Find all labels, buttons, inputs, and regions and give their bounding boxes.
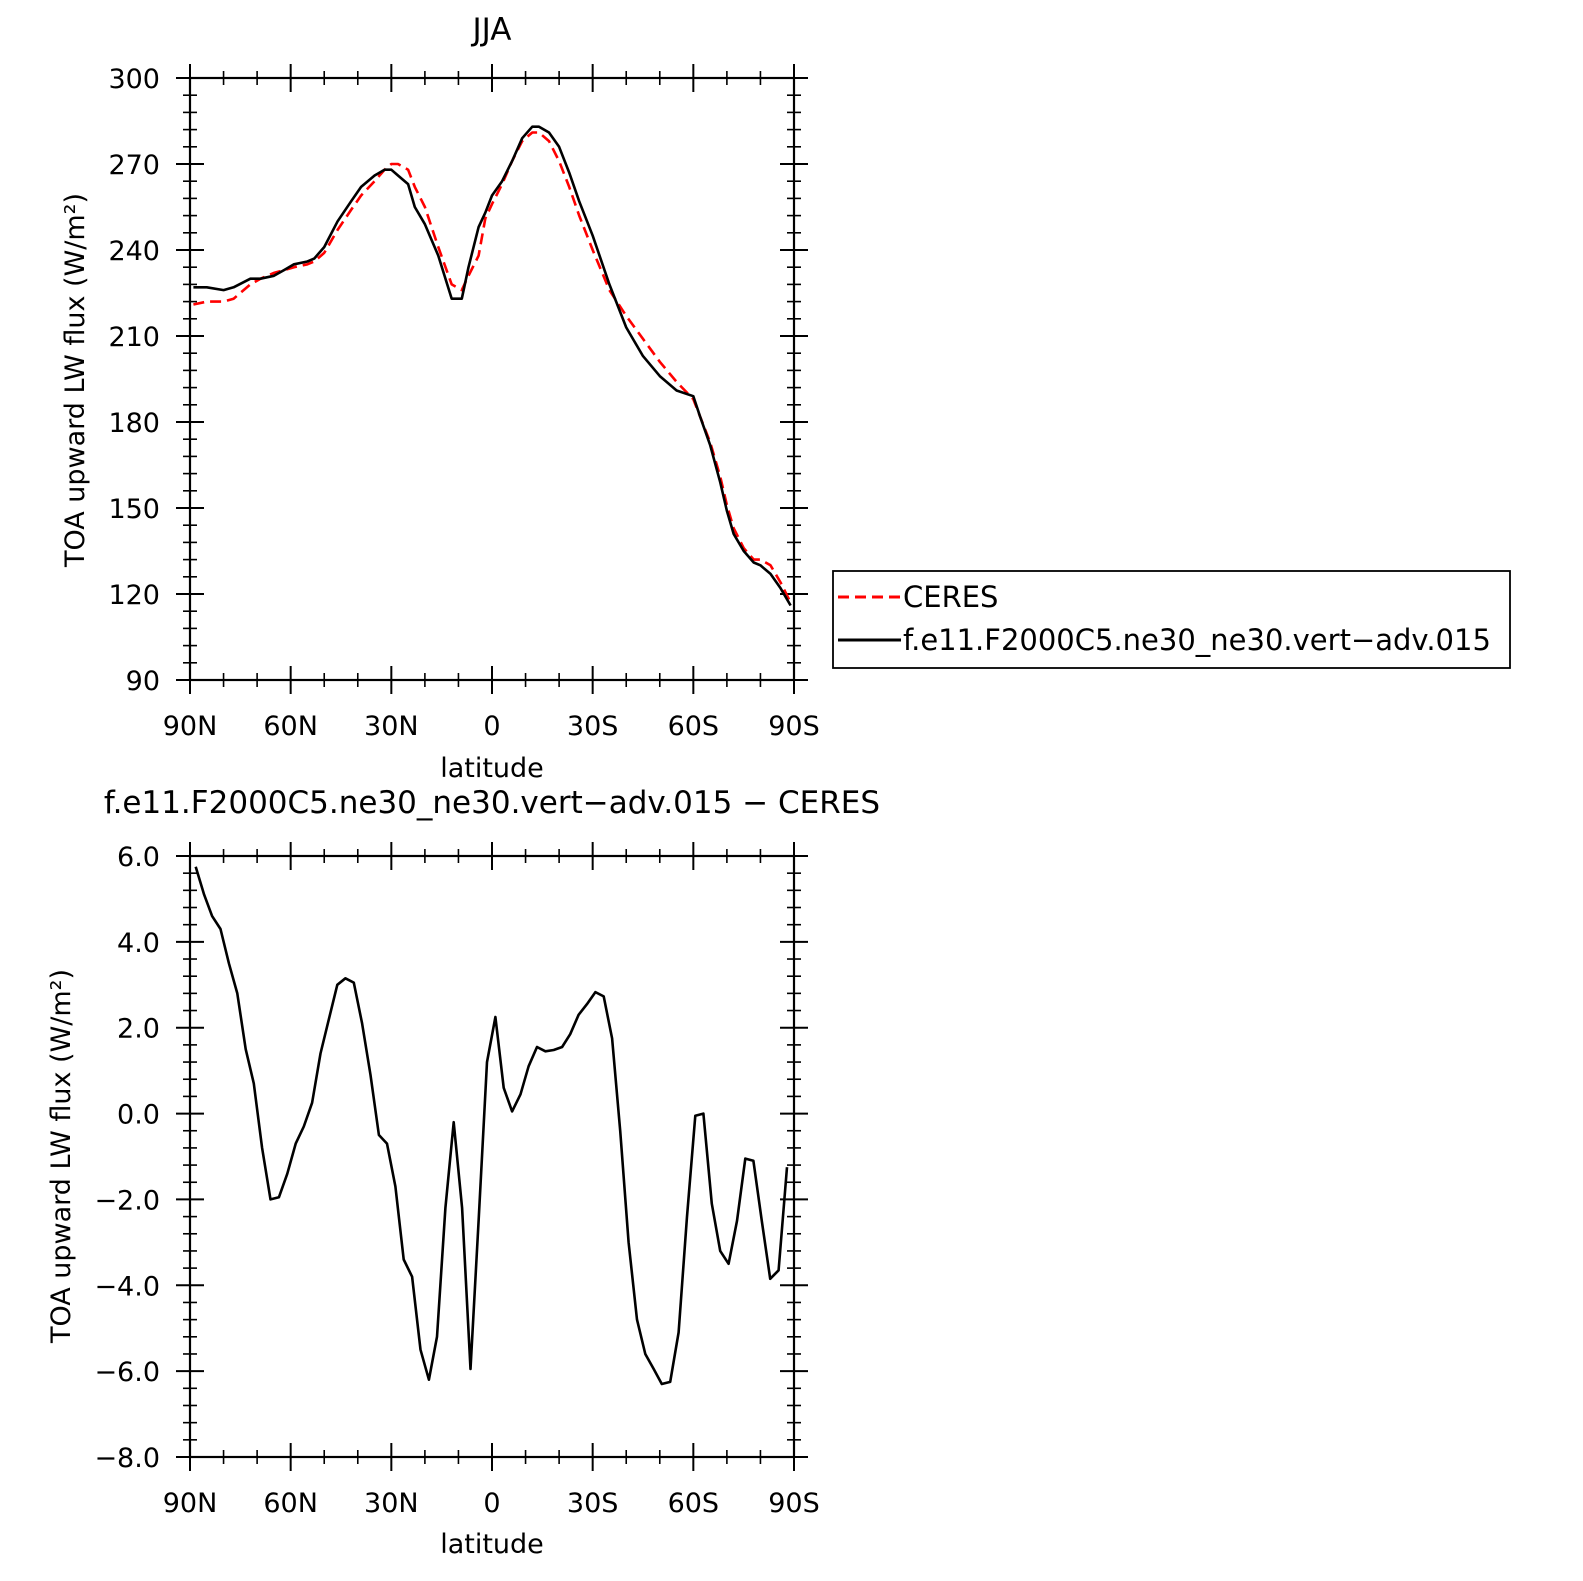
top-series-line-1 <box>193 125 792 607</box>
bottom-x-tick-label: 0 <box>483 1488 500 1519</box>
top-y-tick-label: 240 <box>108 236 160 267</box>
bottom-series-line-0 <box>194 866 789 1386</box>
top-x-tick-label: 30S <box>567 711 619 742</box>
top-y-tick-label: 180 <box>108 408 160 439</box>
bottom-y-tick-label: −8.0 <box>94 1443 160 1474</box>
bottom-y-tick-label: −6.0 <box>94 1357 160 1388</box>
bottom-x-axis-label: latitude <box>440 1529 544 1560</box>
legend-box <box>832 570 1511 669</box>
top-x-tick-label: 60S <box>668 711 720 742</box>
bottom-y-tick-label: 6.0 <box>117 842 160 873</box>
top-plot-frame <box>188 76 796 682</box>
top-y-tick-label: 210 <box>108 322 160 353</box>
top-x-tick-label: 0 <box>483 711 500 742</box>
bottom-x-tick-label: 60N <box>263 1488 318 1519</box>
legend-label-model: f.e11.F2000C5.ne30_ne30.vert−adv.015 <box>903 623 1491 657</box>
bottom-y-tick-label: 0.0 <box>117 1100 160 1131</box>
bottom-x-tick-label: 90S <box>768 1488 820 1519</box>
bottom-plot-frame <box>188 854 796 1459</box>
bottom-panel: f.e11.F2000C5.ne30_ne30.vert−adv.015 − C… <box>46 785 880 1560</box>
bottom-x-tick-label: 90N <box>163 1488 218 1519</box>
top-x-tick-label: 90S <box>768 711 820 742</box>
bottom-y-tick-label: 4.0 <box>117 928 160 959</box>
bottom-y-tick-label: 2.0 <box>117 1014 160 1045</box>
top-x-tick-label: 30N <box>364 711 419 742</box>
bottom-chart-title: f.e11.F2000C5.ne30_ne30.vert−adv.015 − C… <box>104 785 880 821</box>
bottom-y-axis-label: TOA upward LW flux (W/m²) <box>46 969 77 1344</box>
top-y-axis-label: TOA upward LW flux (W/m²) <box>60 193 91 568</box>
top-panel: JJA latitude TOA upward LW flux (W/m²) 3… <box>60 12 820 784</box>
top-y-tick-label: 300 <box>108 64 160 95</box>
bottom-x-tick-label: 60S <box>668 1488 720 1519</box>
top-y-tick-label: 90 <box>126 666 160 697</box>
legend-label-ceres: CERES <box>903 580 998 614</box>
bottom-y-tick-label: −4.0 <box>94 1271 160 1302</box>
top-y-tick-label: 120 <box>108 580 160 611</box>
bottom-x-tick-label: 30S <box>567 1488 619 1519</box>
top-x-axis-label: latitude <box>440 753 544 784</box>
bottom-x-tick-label: 30N <box>364 1488 419 1519</box>
top-series-line-0 <box>193 131 792 604</box>
top-x-tick-label: 60N <box>263 711 318 742</box>
top-y-tick-label: 270 <box>108 150 160 181</box>
top-y-tick-label: 150 <box>108 494 160 525</box>
bottom-y-tick-label: −2.0 <box>94 1185 160 1216</box>
legend: CERES f.e11.F2000C5.ne30_ne30.vert−adv.0… <box>832 570 1511 669</box>
top-x-tick-label: 90N <box>163 711 218 742</box>
top-chart-title: JJA <box>471 12 512 48</box>
